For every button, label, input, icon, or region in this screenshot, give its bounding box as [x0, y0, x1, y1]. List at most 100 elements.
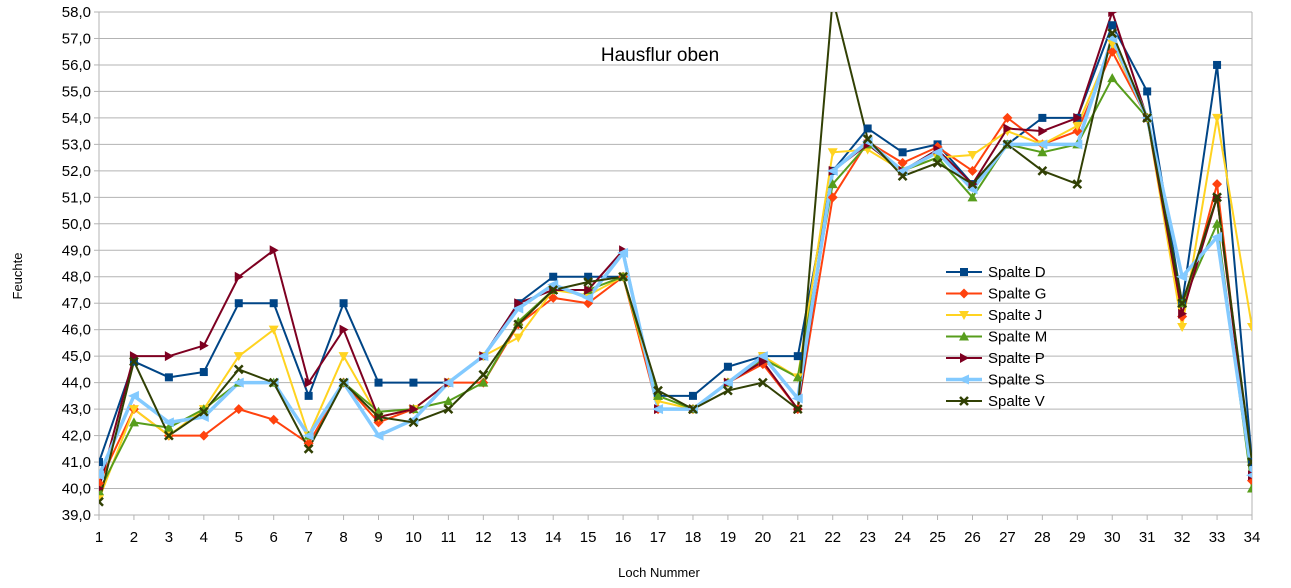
- data-point: [829, 0, 837, 3]
- x-tick-label: 19: [720, 529, 737, 546]
- data-point: [1072, 179, 1083, 189]
- series-line-1: [99, 24, 1252, 463]
- y-tick-label: 53,0: [62, 136, 91, 153]
- y-tick-label: 48,0: [62, 269, 91, 286]
- data-point: [967, 165, 978, 176]
- data-point: [99, 485, 104, 492]
- axes: [94, 11, 1253, 520]
- x-tick-label: 31: [1139, 529, 1156, 546]
- data-point: [758, 356, 768, 367]
- data-point: [372, 430, 384, 441]
- data-point: [1072, 126, 1083, 137]
- legend-marker: [960, 268, 968, 276]
- data-point: [861, 136, 873, 147]
- data-point: [409, 378, 418, 387]
- data-point: [548, 292, 559, 303]
- data-point: [897, 171, 908, 182]
- legend-marker: [959, 311, 969, 320]
- data-point: [688, 391, 697, 400]
- legend-label: Spalte P: [988, 350, 1045, 367]
- data-point: [1177, 323, 1188, 333]
- data-point: [199, 368, 208, 377]
- x-tick-label: 25: [929, 529, 946, 546]
- data-point: [931, 147, 943, 158]
- y-tick-label: 47,0: [62, 295, 91, 312]
- data-point: [99, 496, 104, 507]
- data-point: [756, 351, 768, 362]
- data-point: [163, 422, 174, 432]
- data-point: [1002, 139, 1013, 150]
- data-point: [513, 319, 524, 330]
- data-point: [826, 165, 838, 176]
- data-point: [1003, 123, 1013, 134]
- data-point: [757, 377, 768, 388]
- x-tick-label: 32: [1174, 529, 1191, 546]
- data-point: [268, 414, 279, 425]
- data-point: [1178, 308, 1188, 319]
- data-point: [967, 192, 978, 202]
- data-point: [129, 356, 139, 367]
- y-tick-label: 41,0: [62, 454, 91, 471]
- data-point: [338, 352, 349, 362]
- data-point: [1107, 28, 1118, 39]
- data-point: [164, 351, 174, 362]
- data-point: [1247, 457, 1252, 467]
- data-point: [1108, 21, 1117, 30]
- grid-lines: [99, 11, 1252, 516]
- data-point: [1107, 73, 1118, 83]
- x-tick-label: 14: [545, 529, 562, 546]
- y-tick-label: 43,0: [62, 401, 91, 418]
- data-point: [302, 430, 314, 441]
- data-point: [268, 377, 279, 388]
- data-point: [477, 351, 489, 362]
- data-point: [443, 396, 454, 406]
- x-tick-label: 4: [200, 529, 208, 546]
- data-point: [1038, 126, 1048, 137]
- data-point: [723, 385, 733, 396]
- data-point: [1212, 179, 1223, 190]
- data-point: [793, 352, 802, 361]
- data-point: [1176, 271, 1188, 282]
- data-point: [792, 372, 803, 382]
- y-tick-label: 54,0: [62, 110, 91, 127]
- data-point: [443, 404, 454, 414]
- x-tick-label: 13: [510, 529, 527, 546]
- data-point: [164, 373, 173, 382]
- data-point: [1177, 298, 1188, 309]
- x-tick-label: 8: [339, 529, 347, 546]
- data-point: [1108, 12, 1118, 17]
- data-point: [582, 292, 594, 303]
- y-tick-label: 44,0: [62, 375, 91, 392]
- x-tick-label: 28: [1034, 529, 1051, 546]
- y-tick-label: 52,0: [62, 163, 91, 180]
- y-tick-label: 58,0: [62, 4, 91, 21]
- data-point: [373, 412, 384, 422]
- data-point: [618, 271, 628, 282]
- data-point: [269, 245, 279, 256]
- series-line-3: [99, 42, 1252, 500]
- data-point: [269, 299, 278, 308]
- data-point: [303, 443, 314, 454]
- data-point: [1212, 192, 1222, 203]
- data-point: [827, 148, 838, 158]
- data-point: [932, 158, 943, 168]
- data-point: [234, 299, 243, 308]
- y-tick-label: 46,0: [62, 322, 91, 339]
- legend-marker: [959, 396, 969, 406]
- x-tick-label: 6: [270, 529, 278, 546]
- data-point: [127, 390, 139, 401]
- y-tick-label: 51,0: [62, 189, 91, 206]
- data-point: [1247, 483, 1252, 493]
- data-point: [1073, 112, 1083, 123]
- data-point: [583, 277, 594, 287]
- x-tick-label: 24: [894, 529, 911, 546]
- x-tick-label: 27: [999, 529, 1016, 546]
- series-line-7: [99, 12, 1252, 503]
- x-tick-label: 12: [475, 529, 492, 546]
- x-tick-label: 9: [374, 529, 382, 546]
- data-point: [1248, 458, 1252, 467]
- data-point: [339, 324, 349, 335]
- y-axis-label: Feuchte: [10, 253, 25, 300]
- data-point: [688, 404, 698, 414]
- x-tick-label: 20: [755, 529, 772, 546]
